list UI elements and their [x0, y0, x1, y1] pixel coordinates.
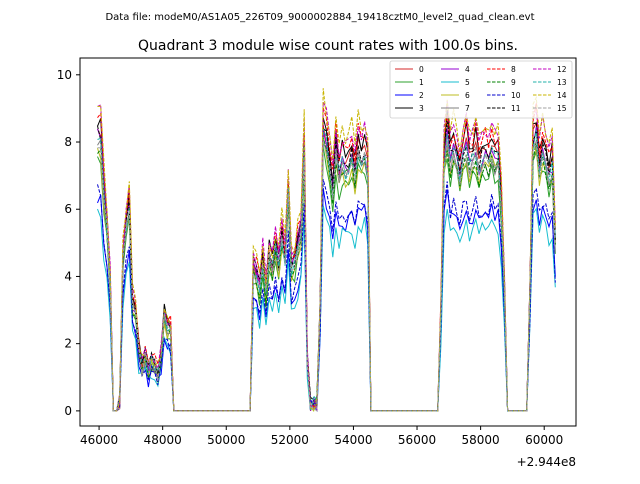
legend-label-7: 7	[465, 104, 470, 113]
x-tick-label: 46000	[80, 433, 118, 447]
legend-label-6: 6	[465, 91, 470, 100]
y-tick-label: 0	[64, 404, 72, 418]
legend-label-5: 5	[465, 78, 470, 87]
series-line-15	[97, 140, 556, 412]
legend-label-13: 13	[557, 78, 567, 87]
plot-area	[97, 88, 556, 413]
legend-label-1: 1	[419, 78, 424, 87]
legend-label-9: 9	[511, 78, 516, 87]
series-line-5	[97, 205, 556, 412]
legend-label-8: 8	[511, 65, 516, 74]
legend-label-0: 0	[419, 65, 424, 74]
series-line-1	[97, 146, 556, 412]
x-tick-label: 58000	[462, 433, 500, 447]
y-tick-label: 6	[64, 202, 72, 216]
x-tick-label: 60000	[525, 433, 563, 447]
legend-label-14: 14	[557, 91, 567, 100]
legend-label-3: 3	[419, 104, 424, 113]
series-line-2	[97, 187, 556, 413]
legend-label-15: 15	[557, 104, 567, 113]
legend-label-11: 11	[511, 104, 521, 113]
x-tick-label: 56000	[398, 433, 436, 447]
x-tick-label: 52000	[271, 433, 309, 447]
chart-title: Quadrant 3 module wise count rates with …	[138, 38, 518, 54]
series-line-10	[97, 179, 556, 412]
x-tick-label: 50000	[207, 433, 245, 447]
y-tick-label: 2	[64, 337, 72, 351]
series-line-14	[97, 88, 556, 412]
legend-label-2: 2	[419, 91, 424, 100]
axes: 46000 48000 50000 52000 54000 56000 58000 60000…	[57, 68, 564, 447]
plot-frame	[79, 57, 577, 427]
y-tick-label: 8	[64, 135, 72, 149]
series-line-7	[97, 138, 556, 412]
legend-label-10: 10	[511, 91, 521, 100]
x-tick-label: 48000	[144, 433, 182, 447]
series-line-6	[97, 136, 556, 412]
legend-label-4: 4	[465, 65, 470, 74]
series-line-9	[97, 137, 556, 412]
y-tick-label: 10	[57, 68, 72, 82]
x-tick-label: 54000	[334, 433, 372, 447]
y-tick-label: 4	[64, 269, 72, 283]
legend-label-12: 12	[557, 65, 567, 74]
data-file-label: Data file: modeM0/AS1A05_226T09_90000028…	[105, 12, 534, 23]
x-offset-label: +2.944e8	[517, 455, 576, 469]
legend-box	[389, 60, 573, 119]
